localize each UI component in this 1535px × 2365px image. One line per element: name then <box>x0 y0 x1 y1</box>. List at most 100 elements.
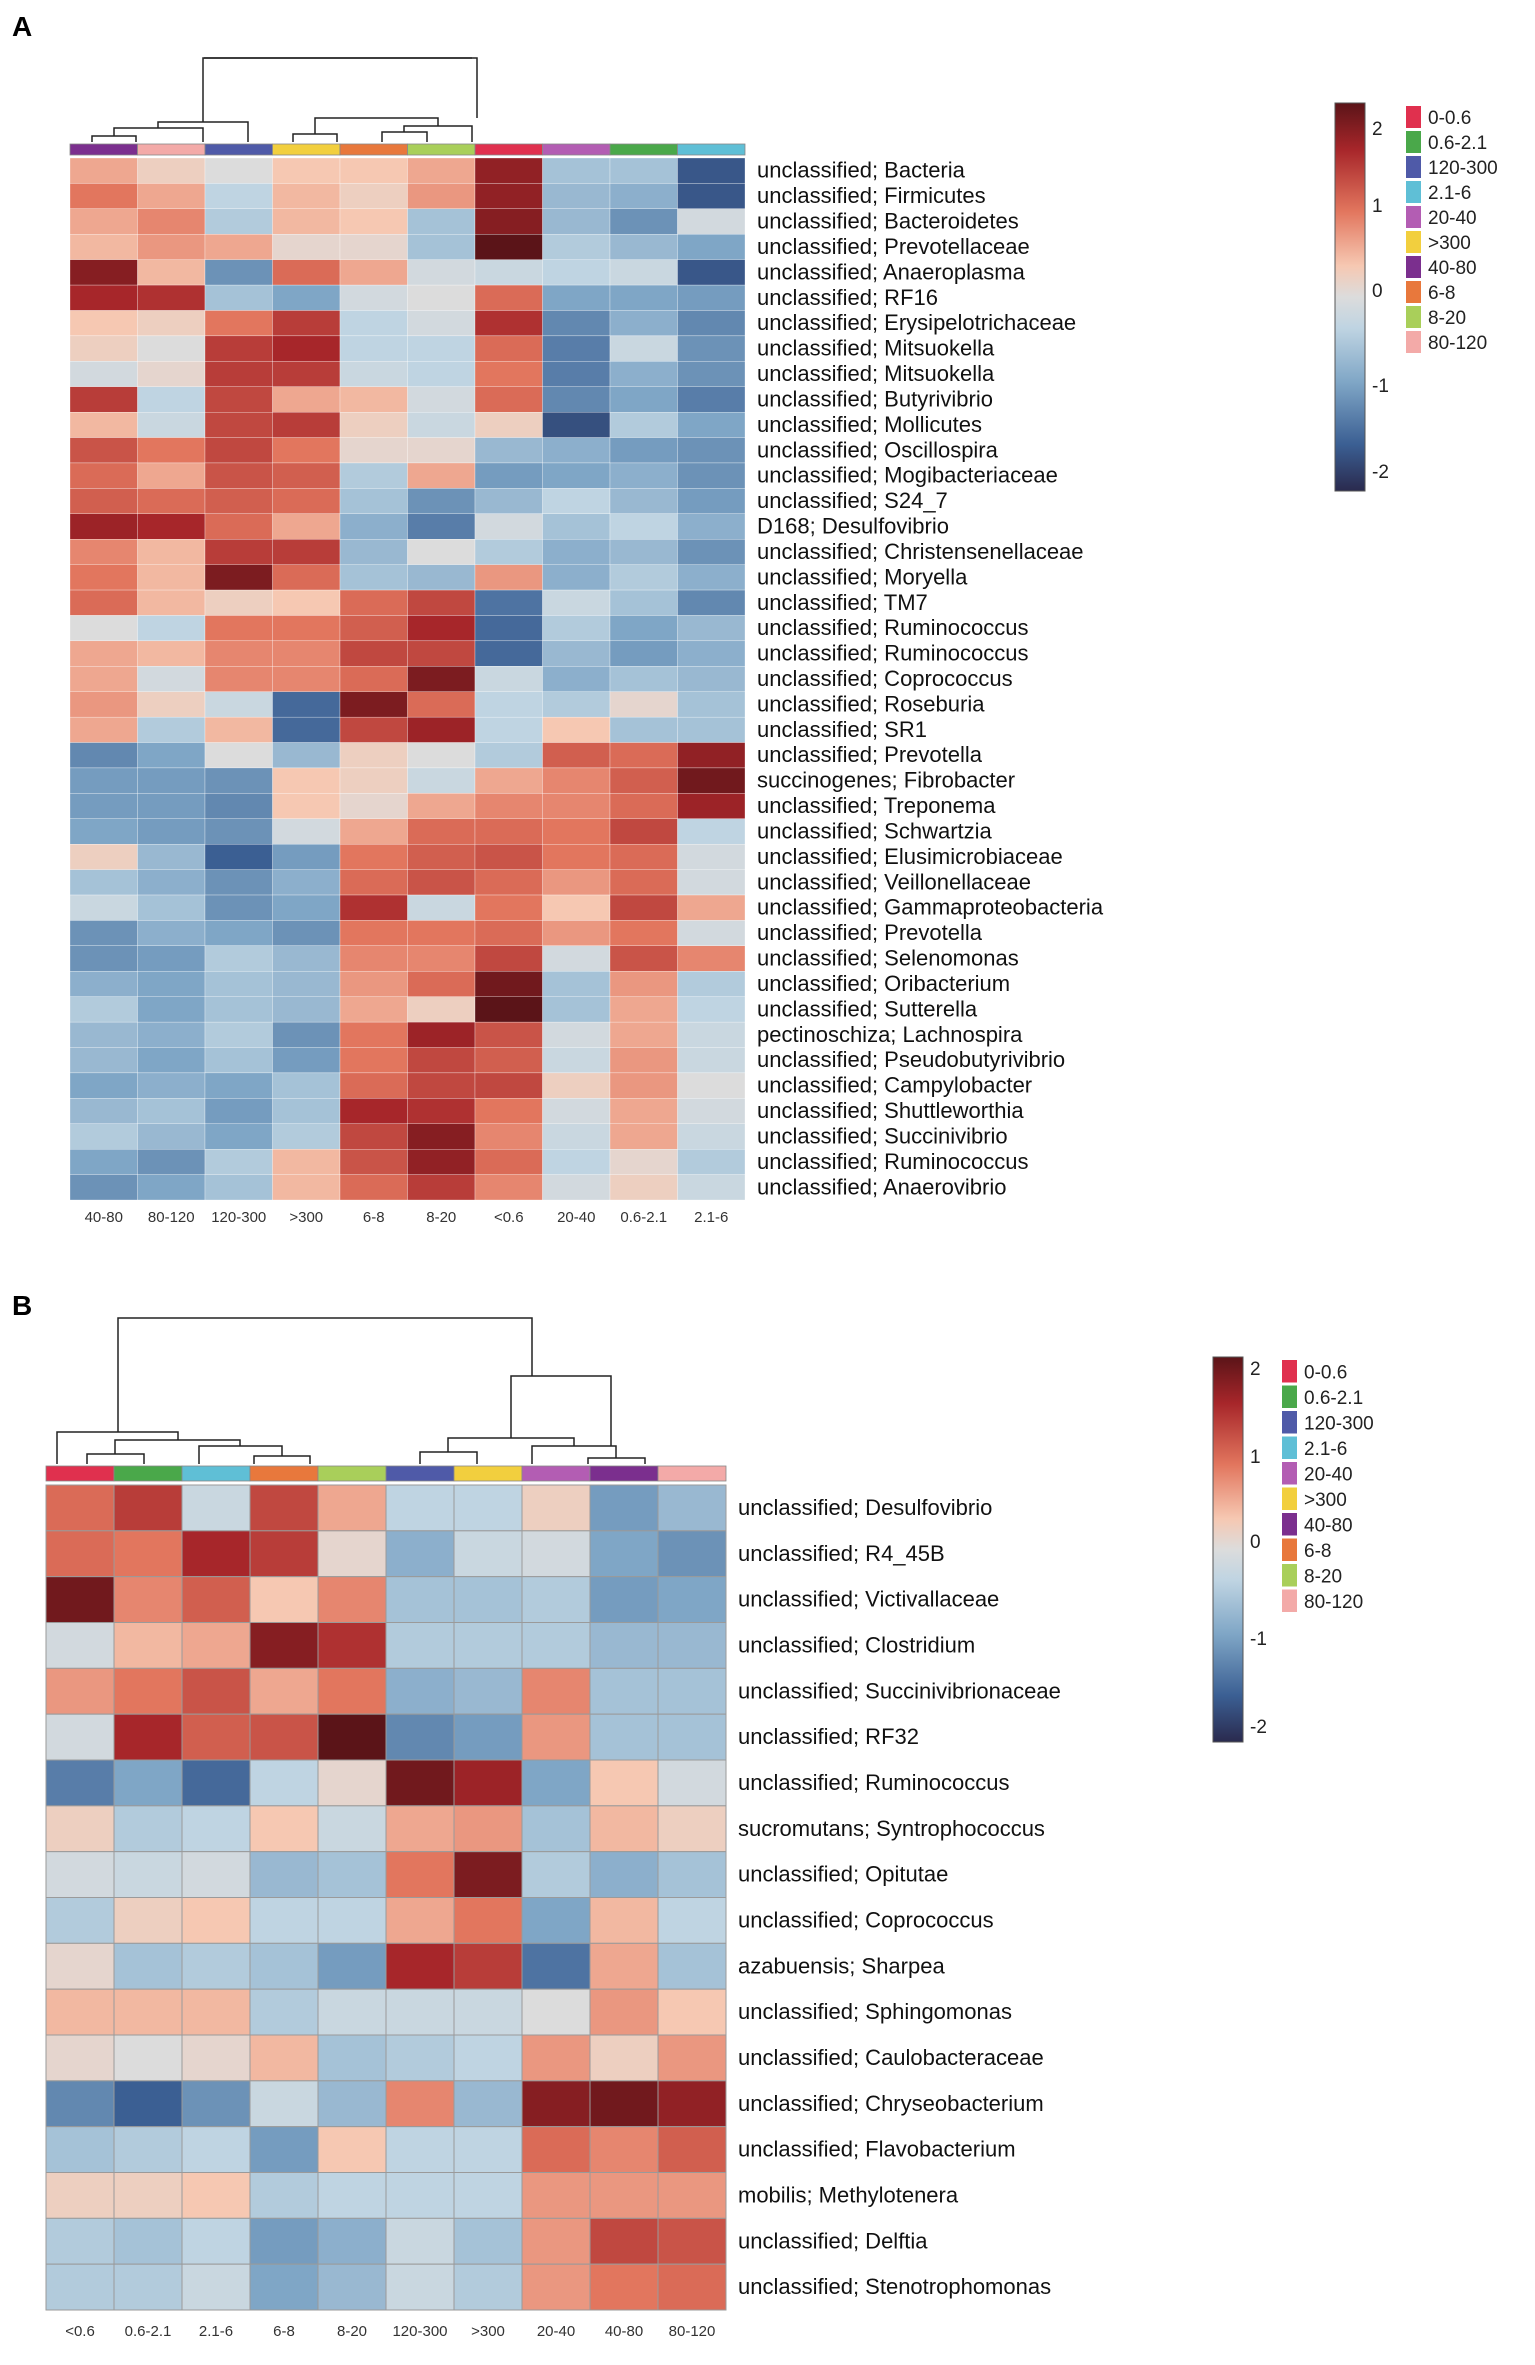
heatmap-cell <box>609 1098 678 1124</box>
column-label: 20-40 <box>537 2323 575 2340</box>
heatmap-cell <box>521 1897 591 1944</box>
heatmap-cell <box>542 1021 611 1048</box>
row-label: unclassified; Oscillospira <box>757 437 999 462</box>
heatmap-cell <box>407 945 476 972</box>
heatmap-cell <box>474 844 543 870</box>
heatmap-cell <box>272 920 341 947</box>
heatmap-cell <box>339 411 408 438</box>
heatmap-cell <box>69 284 138 311</box>
row-label: pectinoschiza; Lachnospira <box>757 1022 1023 1047</box>
heatmap-cell <box>69 1021 138 1048</box>
heatmap-cell <box>385 2034 455 2082</box>
group-strip-cell <box>339 143 408 156</box>
heatmap-cell <box>69 564 138 591</box>
heatmap-cell <box>137 361 206 387</box>
legend-swatch <box>1406 256 1421 278</box>
legend-swatch <box>1406 181 1421 203</box>
heatmap-cell <box>589 1897 659 1944</box>
heatmap-cell <box>181 2217 251 2265</box>
heatmap-cell <box>272 894 341 921</box>
heatmap-cell <box>542 208 611 235</box>
heatmap-cell <box>474 564 543 591</box>
heatmap-cell <box>609 996 678 1023</box>
heatmap-cell <box>204 539 273 565</box>
scale-tick: 2 <box>1250 1359 1261 1380</box>
heatmap-cell <box>69 945 138 972</box>
heatmap-cell <box>609 793 678 819</box>
heatmap-cell <box>609 208 678 235</box>
group-strip-cell <box>385 1465 455 1482</box>
heatmap-cell <box>407 716 476 743</box>
heatmap-cell <box>181 1988 251 2036</box>
heatmap-cell <box>339 996 408 1023</box>
heatmap-cell <box>69 183 138 209</box>
heatmap-cell <box>339 488 408 514</box>
heatmap-cell <box>609 742 678 769</box>
heatmap-cell <box>677 589 746 616</box>
heatmap-cell <box>339 183 408 209</box>
heatmap-cell <box>474 894 543 921</box>
heatmap-cell <box>272 716 341 743</box>
heatmap-cell <box>272 589 341 616</box>
legend-label: 120-300 <box>1304 1414 1374 1435</box>
legend-swatch <box>1282 1462 1297 1485</box>
heatmap-cell <box>385 1988 455 2036</box>
heatmap-cell <box>69 767 138 794</box>
column-label: >300 <box>289 1209 323 1226</box>
heatmap-cell <box>407 589 476 616</box>
heatmap-cell <box>542 869 611 896</box>
heatmap-cell <box>474 437 543 464</box>
scale-tick: -2 <box>1372 462 1389 483</box>
heatmap-cell <box>677 920 746 947</box>
heatmap-cell <box>113 1484 183 1532</box>
heatmap-cell <box>317 2217 387 2265</box>
row-label: unclassified; Moryella <box>757 564 968 589</box>
heatmap-cell <box>407 284 476 311</box>
row-label: unclassified; Elusimicrobiaceae <box>757 844 1063 869</box>
heatmap-cell <box>69 234 138 260</box>
legend-swatch <box>1406 156 1421 178</box>
heatmap-cell <box>204 386 273 413</box>
heatmap-cell <box>542 564 611 591</box>
heatmap-cell <box>407 462 476 489</box>
legend-swatch <box>1406 106 1421 128</box>
heatmap-cell <box>542 945 611 972</box>
group-strip-cell <box>609 143 678 156</box>
heatmap-cell <box>407 1021 476 1048</box>
heatmap-cell <box>474 767 543 794</box>
color-scale-bar-b <box>1212 1356 1244 1743</box>
heatmap-cell <box>589 2217 659 2265</box>
heatmap-cell <box>317 1530 387 1578</box>
heatmap-cell <box>589 1988 659 2036</box>
heatmap-cell <box>474 793 543 819</box>
heatmap-cell <box>69 1123 138 1150</box>
heatmap-cell <box>407 259 476 286</box>
legend-label: 120-300 <box>1428 158 1498 179</box>
heatmap-cell <box>657 1576 727 1623</box>
heatmap-cell <box>542 894 611 921</box>
legend-label: 80-120 <box>1304 1592 1363 1613</box>
heatmap-cell <box>339 1174 408 1201</box>
heatmap-cell <box>272 1174 341 1201</box>
heatmap-cell <box>69 1149 138 1175</box>
heatmap-cell <box>204 666 273 692</box>
heatmap-cell <box>113 1667 183 1715</box>
heatmap-cell <box>657 1713 727 1761</box>
heatmap-cell <box>272 945 341 972</box>
heatmap-cell <box>339 869 408 896</box>
heatmap-cell <box>204 1098 273 1124</box>
heatmap-cell <box>181 1713 251 1761</box>
heatmap-cell <box>137 564 206 591</box>
heatmap-cell <box>609 666 678 692</box>
heatmap-cell <box>542 793 611 819</box>
heatmap-cell <box>181 1897 251 1944</box>
heatmap-cell <box>204 793 273 819</box>
heatmap-cell <box>474 589 543 616</box>
heatmap-cell <box>181 1576 251 1623</box>
heatmap-cell <box>407 793 476 819</box>
heatmap-cell <box>542 742 611 769</box>
heatmap-cell <box>339 386 408 413</box>
heatmap-cell <box>69 1047 138 1074</box>
heatmap-cell <box>589 2126 659 2174</box>
heatmap-cell <box>407 539 476 565</box>
